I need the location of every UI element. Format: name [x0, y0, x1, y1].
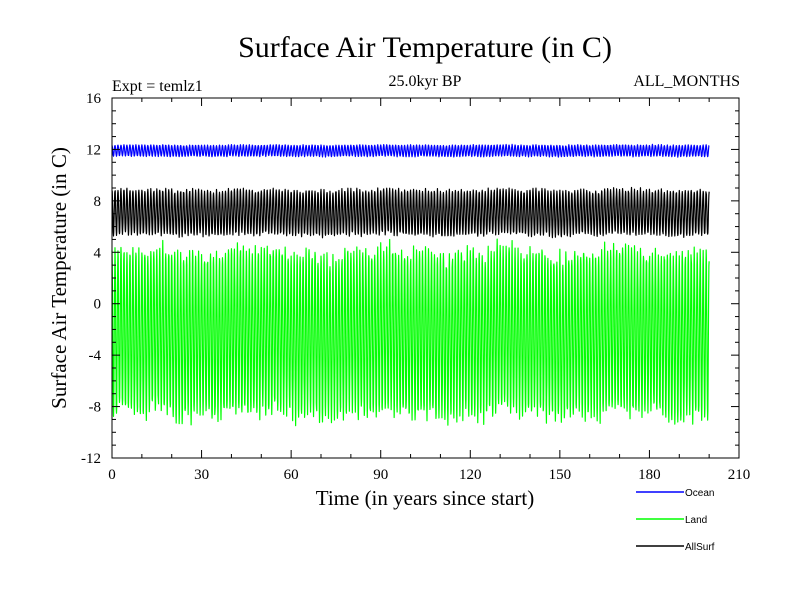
series-line-allsurf: [111, 186, 710, 239]
y-tick-label: 8: [94, 194, 102, 210]
y-tick-label: -8: [89, 400, 102, 416]
period-label: 25.0kyr BP: [389, 73, 462, 90]
y-tick-label: 4: [94, 245, 102, 261]
legend-label-allsurf: AllSurf: [685, 542, 715, 553]
y-tick-label: 16: [86, 91, 102, 107]
series-line-ocean: [111, 143, 710, 158]
months-label: ALL_MONTHS: [633, 73, 740, 90]
series-layer: [111, 143, 710, 427]
series-line-land: [111, 238, 710, 427]
x-tick-label: 180: [638, 467, 661, 483]
y-tick-label: 12: [86, 142, 101, 158]
experiment-label: Expt = temlz1: [112, 78, 203, 95]
y-tick-label: 0: [94, 297, 102, 313]
x-tick-label: 210: [728, 467, 751, 483]
legend-label-ocean: Ocean: [685, 488, 714, 499]
legend-label-land: Land: [685, 515, 707, 526]
x-tick-label: 0: [108, 467, 116, 483]
legend: Ocean Land AllSurf: [636, 488, 715, 553]
y-tick-label: -4: [89, 348, 102, 364]
chart-title: Surface Air Temperature (in C): [238, 31, 612, 64]
x-tick-label: 60: [284, 467, 299, 483]
x-tick-label: 90: [373, 467, 388, 483]
axes-layer: 0 30 60 90 120 150 180 210 -12 -8 -4 0 4 8 12 16: [81, 91, 750, 483]
y-tick-label: -12: [81, 451, 101, 467]
x-tick-label: 120: [459, 467, 482, 483]
y-axis-label: Surface Air Temperature (in C): [47, 147, 71, 409]
x-axis-label: Time (in years since start): [316, 486, 535, 510]
x-tick-label: 150: [549, 467, 572, 483]
x-tick-label: 30: [194, 467, 209, 483]
